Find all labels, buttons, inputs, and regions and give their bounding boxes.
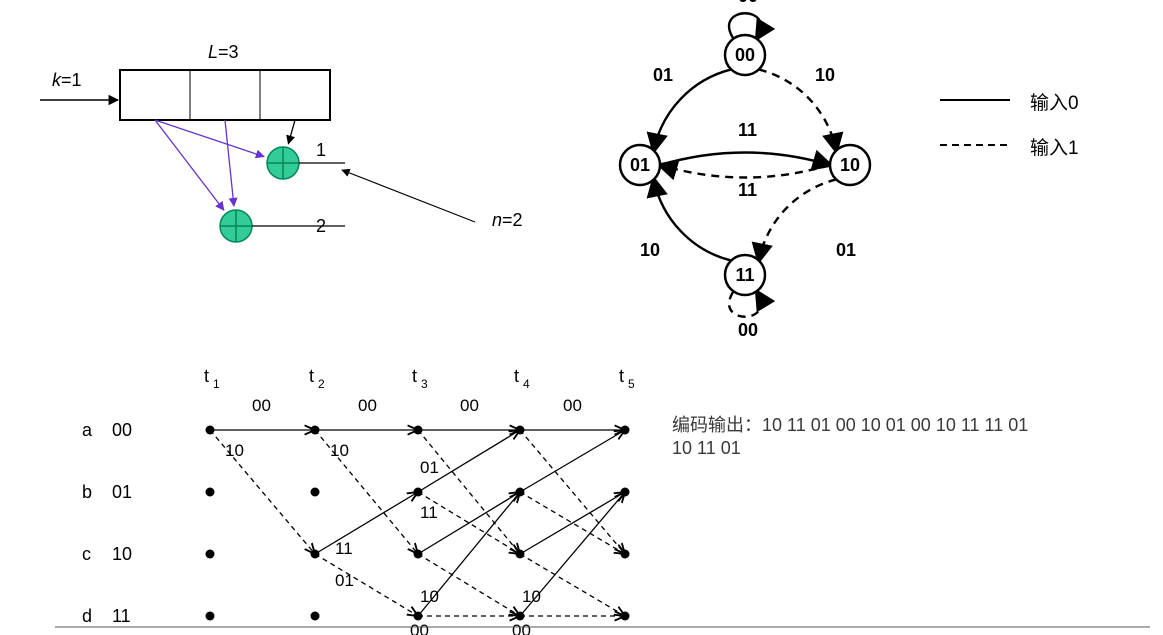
state-node-label: 11: [735, 265, 754, 285]
tap-line: [225, 120, 234, 206]
state-edge-label: 10: [815, 65, 835, 85]
trellis-state-letter: b: [82, 482, 92, 502]
trellis-edge-label: 10: [522, 587, 541, 606]
state-edge-label: 11: [738, 120, 757, 140]
trellis-edge-label: 00: [410, 621, 429, 635]
time-label: t4: [514, 366, 530, 391]
state-node-label: 01: [630, 155, 650, 175]
trellis-edge-label: 00: [460, 396, 479, 415]
adder-out-1: 1: [316, 140, 326, 161]
trellis-state-letter: d: [82, 606, 92, 626]
n-pointer: [342, 170, 475, 222]
state-edge-label: 11: [738, 180, 757, 200]
svg-text:t: t: [412, 366, 417, 386]
trellis-edge: [315, 554, 418, 616]
state-node-label: 00: [735, 45, 755, 65]
trellis-state-code: 10: [112, 544, 132, 564]
trellis-edge: [520, 554, 625, 616]
state-edge-label: 00: [738, 0, 758, 6]
trellis-node: [206, 612, 215, 621]
state-edge-label: 00: [738, 320, 758, 340]
encoding-output-line2: 10 11 01: [672, 438, 741, 459]
svg-text:t: t: [309, 366, 314, 386]
trellis-edge-label: 01: [420, 458, 439, 477]
legend-solid-label: 输入0: [1030, 88, 1079, 115]
state-edge-label: 01: [836, 240, 856, 260]
legend-dashed-label: 输入1: [1030, 133, 1079, 160]
svg-text:3: 3: [421, 377, 428, 391]
time-label: t5: [619, 366, 635, 391]
tap-line: [288, 120, 295, 144]
trellis-edge: [418, 430, 520, 554]
state-edge-label: 10: [640, 240, 660, 260]
trellis-edge-label: 01: [335, 571, 354, 590]
encoder-L-label: L=3: [208, 42, 239, 63]
trellis-edge-label: 10: [225, 441, 244, 460]
encoder-k-label: k=1: [52, 70, 82, 91]
trellis-edge: [520, 430, 625, 492]
svg-text:1: 1: [213, 377, 220, 391]
trellis-node: [206, 488, 215, 497]
trellis-edge-label: 00: [563, 396, 582, 415]
shift-register: [120, 70, 330, 120]
time-label: t3: [412, 366, 428, 391]
trellis-node: [311, 488, 320, 497]
trellis-edge-label: 00: [358, 396, 377, 415]
trellis-state-code: 01: [112, 482, 132, 502]
state-node-label: 10: [840, 155, 860, 175]
state-edge: [660, 153, 830, 166]
trellis-state-letter: a: [82, 420, 93, 440]
encoder-n-label: n=2: [492, 210, 523, 231]
trellis-edge-label: 00: [252, 396, 271, 415]
trellis-node: [311, 612, 320, 621]
state-edge: [759, 179, 836, 260]
tap-line: [155, 120, 264, 157]
svg-text:4: 4: [523, 377, 530, 391]
time-label: t1: [204, 366, 220, 391]
trellis-edge-label: 10: [330, 441, 349, 460]
trellis-state-code: 00: [112, 420, 132, 440]
svg-text:2: 2: [318, 377, 325, 391]
svg-text:5: 5: [628, 377, 635, 391]
encoding-output: 编码输出：10 11 01 00 10 01 00 10 11 11 01: [672, 411, 1028, 437]
trellis-edge-label: 11: [420, 503, 438, 522]
state-edge-label: 01: [653, 65, 673, 85]
trellis-edge: [315, 492, 418, 554]
svg-text:t: t: [204, 366, 209, 386]
svg-text:t: t: [514, 366, 519, 386]
state-edge: [660, 165, 830, 178]
trellis-edge: [520, 430, 625, 554]
tap-line: [155, 120, 224, 210]
trellis-edge-label: 10: [420, 587, 439, 606]
trellis-edge: [418, 554, 520, 616]
svg-text:t: t: [619, 366, 624, 386]
trellis-state-letter: c: [82, 544, 91, 564]
state-edge: [654, 179, 731, 260]
time-label: t2: [309, 366, 325, 391]
trellis-edge-label: 00: [512, 621, 531, 635]
diagram-canvas: 000001101111100100011011t1t2t3t4t5a00b01…: [0, 0, 1163, 635]
trellis-edge-label: 11: [335, 539, 353, 558]
adder-out-2: 2: [316, 216, 326, 237]
trellis-state-code: 11: [112, 606, 131, 626]
trellis-node: [206, 550, 215, 559]
